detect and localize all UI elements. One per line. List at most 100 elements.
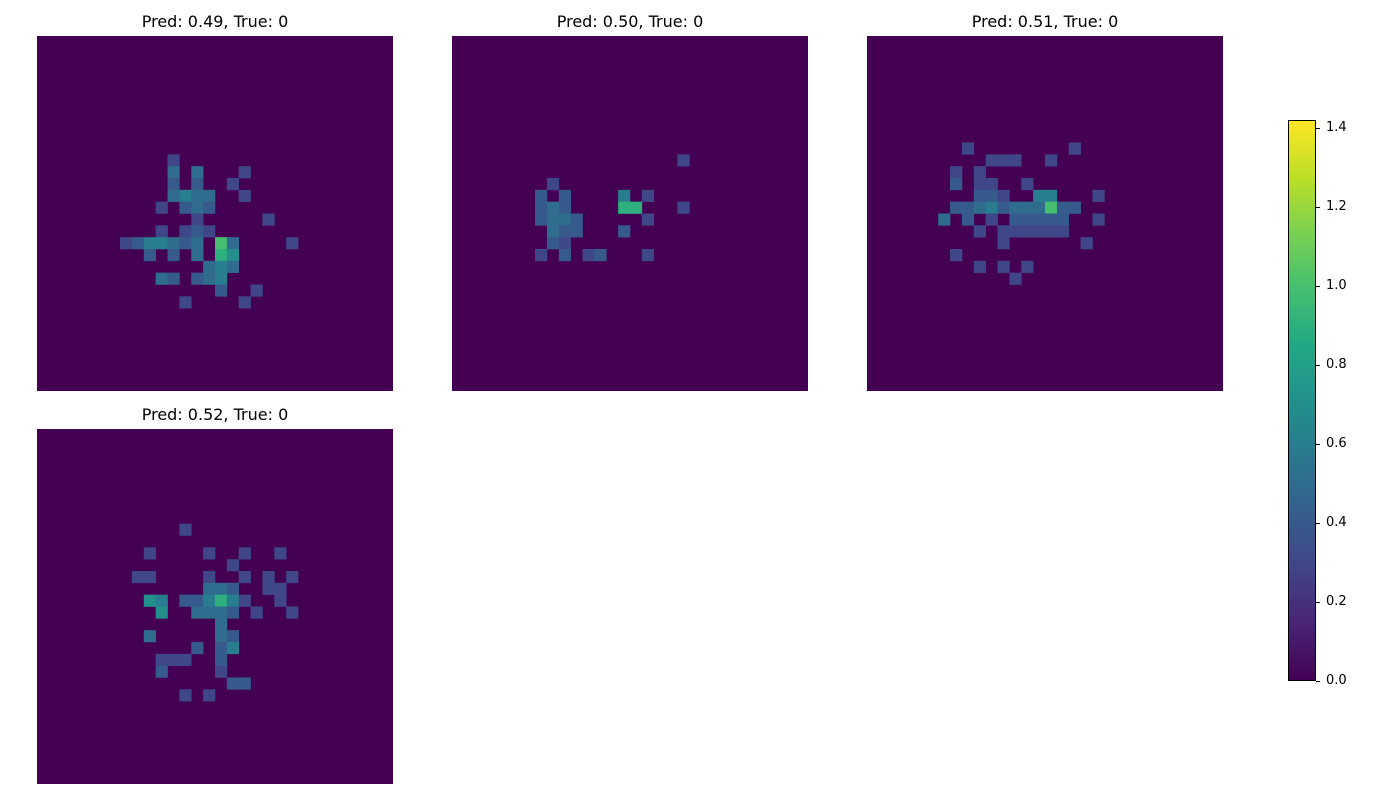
colorbar-tick-label: 1.0 <box>1326 278 1347 294</box>
colorbar-tick-label: 1.4 <box>1326 120 1347 136</box>
heatmap-cell <box>950 201 963 214</box>
colorbar-tick-mark <box>1316 601 1320 603</box>
heatmap-cell <box>203 272 216 285</box>
heatmap-cell <box>179 523 192 536</box>
heatmap-cell <box>286 571 299 584</box>
heatmap-cell <box>215 260 228 273</box>
heatmap-cell <box>226 260 240 273</box>
colorbar-tick-mark <box>1316 680 1320 682</box>
heatmap-cell <box>961 201 975 214</box>
heatmap-cell <box>570 213 583 226</box>
heatmap-cell <box>191 594 204 607</box>
heatmap-image <box>37 36 393 391</box>
heatmap-cell <box>238 547 251 560</box>
heatmap-cell <box>594 249 607 262</box>
heatmap-cell <box>250 284 263 297</box>
heatmap-cell <box>1068 142 1081 155</box>
heatmap-cell <box>546 201 560 214</box>
panel-title: Pred: 0.52, True: 0 <box>141 405 289 424</box>
heatmap-cell <box>262 213 275 226</box>
heatmap-cell <box>191 606 204 619</box>
heatmap-cell <box>167 189 180 202</box>
heatmap-cell <box>203 689 216 702</box>
heatmap-cell <box>191 237 204 250</box>
heatmap-cell <box>535 249 548 262</box>
heatmap-cell <box>179 296 192 309</box>
colorbar-tick-label: 0.8 <box>1326 357 1347 372</box>
heatmap-cell <box>1033 213 1046 226</box>
heatmap-cell <box>203 260 216 273</box>
heatmap-cell <box>226 606 240 619</box>
heatmap-cell <box>286 606 299 619</box>
panel-title: Pred: 0.51, True: 0 <box>971 12 1119 31</box>
heatmap-cell <box>191 213 204 226</box>
heatmap-cell <box>1009 213 1022 226</box>
heatmap-cell <box>226 594 240 607</box>
heatmap-cell <box>973 201 986 214</box>
heatmap-cell <box>973 189 986 202</box>
heatmap-cell <box>238 296 251 309</box>
heatmap-cell <box>985 154 998 167</box>
heatmap-cell <box>618 189 631 202</box>
heatmap-cell <box>215 606 228 619</box>
heatmap-cell <box>546 225 560 238</box>
heatmap-cell <box>215 582 228 595</box>
heatmap-cell <box>641 189 655 202</box>
heatmap-cell <box>938 213 951 226</box>
heatmap-cell <box>997 154 1010 167</box>
heatmap-cell <box>191 166 204 179</box>
heatmap-cell <box>997 260 1010 273</box>
heatmap-cell <box>167 237 180 250</box>
heatmap-cell <box>1009 154 1022 167</box>
heatmap-cell <box>535 201 548 214</box>
heatmap-cell <box>950 166 963 179</box>
heatmap-cell <box>226 582 240 595</box>
heatmap-cell <box>1021 201 1034 214</box>
heatmap-cell <box>1033 189 1046 202</box>
heatmap-cell <box>274 582 287 595</box>
heatmap-cell <box>1068 201 1081 214</box>
heatmap-cell <box>570 225 583 238</box>
heatmap-cell <box>1045 225 1058 238</box>
heatmap-cell <box>985 201 998 214</box>
colorbar-tick-mark <box>1316 128 1320 130</box>
heatmap-cell <box>546 213 560 226</box>
colorbar-tick-label: 0.4 <box>1326 514 1347 530</box>
heatmap-cell <box>1092 189 1105 202</box>
heatmap-cell <box>1045 189 1058 202</box>
heatmap-cell <box>1045 213 1058 226</box>
heatmap-cell <box>226 237 240 250</box>
heatmap-cell <box>262 582 275 595</box>
heatmap-cell <box>973 166 986 179</box>
heatmap-cell <box>274 594 287 607</box>
heatmap-cell <box>179 237 192 250</box>
colorbar-tick-mark <box>1316 443 1320 445</box>
heatmap-cell <box>558 213 571 226</box>
heatmap-cell <box>143 547 156 560</box>
heatmap-cell <box>1056 213 1070 226</box>
heatmap-cell <box>203 547 216 560</box>
heatmap-cell <box>546 237 560 250</box>
colorbar-tick-mark <box>1316 522 1320 524</box>
heatmap-cell <box>1045 154 1058 167</box>
heatmap-cell <box>143 630 156 643</box>
heatmap-cell <box>997 189 1010 202</box>
heatmap-cell <box>286 237 299 250</box>
heatmap-image <box>867 36 1223 391</box>
heatmap-cell <box>1045 201 1058 214</box>
heatmap-cell <box>215 618 228 631</box>
heatmap-cell <box>167 272 180 285</box>
heatmap-cell <box>167 249 180 262</box>
heatmap-cell <box>226 642 240 655</box>
heatmap-cell <box>155 225 168 238</box>
heatmap-cell <box>238 677 251 690</box>
heatmap-cell <box>215 665 228 678</box>
heatmap-cell <box>950 178 963 191</box>
colorbar-tick-mark <box>1316 207 1320 209</box>
heatmap-cell <box>191 249 204 262</box>
heatmap-cell <box>1021 178 1034 191</box>
heatmap-cell <box>120 237 133 250</box>
heatmap-cell <box>203 189 216 202</box>
colorbar-tick-label: 0.2 <box>1326 593 1347 609</box>
heatmap-cell <box>985 213 998 226</box>
